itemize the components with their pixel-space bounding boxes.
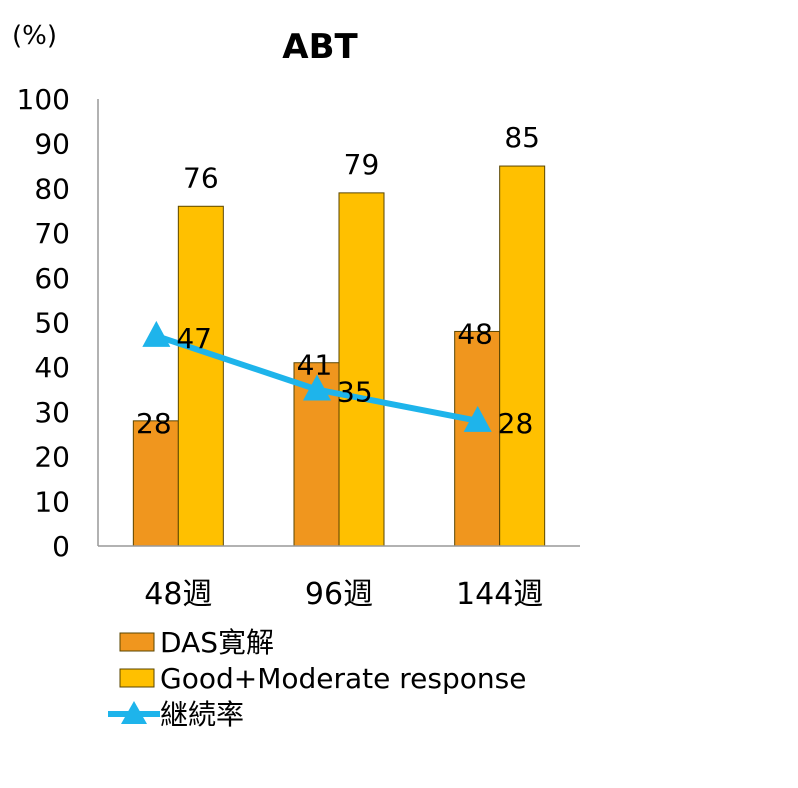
bar-data-label: 48: [457, 317, 493, 350]
bars: [132, 165, 546, 547]
line-data-label: 35: [337, 376, 373, 409]
line-data-label: 47: [176, 322, 212, 355]
bar-data-label: 28: [136, 407, 172, 440]
y-tick-label: 60: [34, 262, 70, 295]
y-tick-label: 90: [34, 128, 70, 161]
legend-swatch: [119, 668, 155, 688]
bar-data-label: 41: [297, 349, 333, 382]
bar-data-label: 79: [344, 148, 380, 181]
line-data-label: 28: [498, 407, 534, 440]
continuation-line: [142, 320, 492, 432]
bar-das-remission: [454, 330, 501, 547]
continuation-rate-marker: [142, 320, 171, 347]
y-axis: 0 10 20 30 40 50 60 70 80 90 100: [17, 83, 99, 563]
data-labels: 28 76 41 79 48 85 47 35 28: [136, 121, 540, 440]
x-axis: 48週 96週 144週: [98, 545, 580, 612]
bar-good-moderate-response: [177, 205, 224, 547]
legend-swatch: [119, 632, 155, 652]
y-tick-label: 20: [34, 441, 70, 474]
x-category-label: 96週: [305, 577, 373, 612]
legend-marker: [121, 701, 147, 724]
legend-label: Good+Moderate response: [160, 662, 526, 695]
y-tick-label: 80: [34, 172, 70, 205]
continuation-rate-marker: [303, 374, 331, 401]
bar-good-moderate-response: [338, 192, 385, 547]
bar-data-label: 76: [183, 161, 219, 194]
y-unit-label: (%): [12, 21, 57, 51]
y-tick-label: 70: [34, 217, 70, 250]
y-tick-label: 100: [17, 83, 70, 116]
y-tick-label: 50: [34, 307, 70, 340]
legend-label: DAS寛解: [160, 626, 274, 659]
chart-title: ABT: [282, 27, 358, 67]
y-tick-label: 10: [34, 485, 70, 518]
legend-label: 継続率: [160, 698, 244, 731]
bar-good-moderate-response: [499, 165, 546, 547]
x-category-label: 48週: [144, 577, 212, 612]
y-tick-label: 0: [52, 530, 70, 563]
bar-data-label: 85: [504, 121, 540, 154]
continuation-rate-marker: [463, 405, 492, 432]
y-tick-label: 30: [34, 396, 70, 429]
y-tick-label: 40: [34, 351, 70, 384]
x-category-label: 144週: [456, 577, 543, 612]
